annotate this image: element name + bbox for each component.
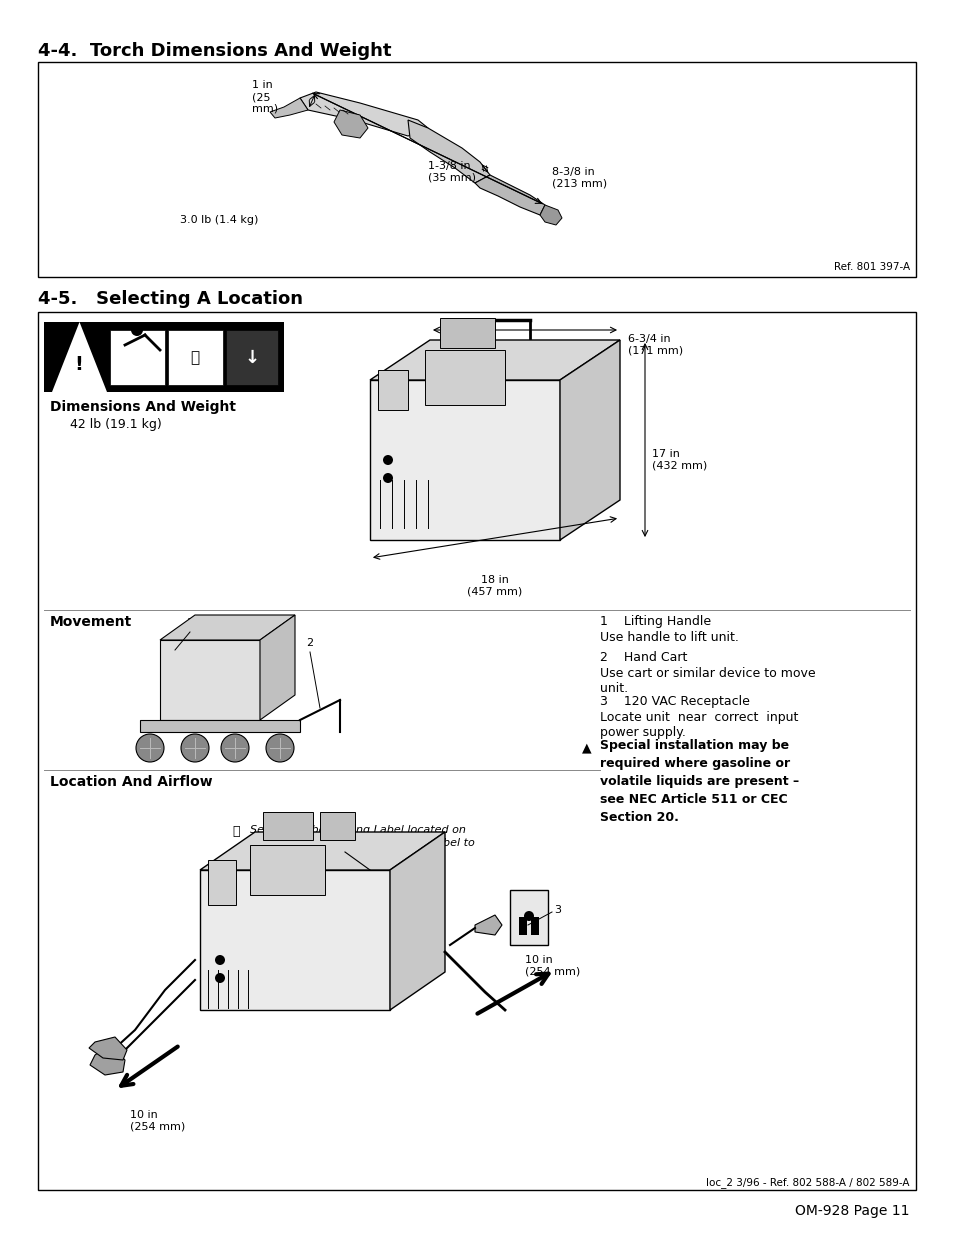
Text: Serial Number/Rating Label located on
rear panel of plasma cutter; use label to
: Serial Number/Rating Label located on re… — [250, 825, 475, 861]
Bar — [439, 317, 495, 348]
Polygon shape — [270, 98, 308, 119]
Polygon shape — [89, 1037, 127, 1060]
Text: 2: 2 — [306, 638, 314, 648]
Polygon shape — [539, 205, 561, 225]
Bar — [168, 330, 223, 385]
Polygon shape — [160, 640, 260, 720]
Text: 10 in
(254 mm): 10 in (254 mm) — [524, 955, 579, 977]
Text: Ⓢ: Ⓢ — [232, 825, 239, 839]
Text: !: ! — [74, 356, 83, 374]
Circle shape — [214, 973, 225, 983]
Text: Movement: Movement — [50, 615, 132, 629]
Circle shape — [214, 955, 225, 965]
Text: loc_2 3/96 - Ref. 802 588-A / 802 589-A: loc_2 3/96 - Ref. 802 588-A / 802 589-A — [706, 1177, 909, 1188]
Text: 8-3/8 in
(213 mm): 8-3/8 in (213 mm) — [552, 167, 606, 189]
Polygon shape — [52, 322, 107, 391]
Text: 10 in
(254 mm): 10 in (254 mm) — [130, 1110, 185, 1131]
Bar — [510, 890, 547, 945]
Text: 2    Hand Cart: 2 Hand Cart — [599, 651, 687, 664]
Polygon shape — [370, 340, 619, 380]
Bar — [226, 330, 277, 385]
Circle shape — [382, 454, 393, 466]
Circle shape — [181, 734, 209, 762]
Bar — [250, 845, 325, 895]
Circle shape — [382, 473, 393, 483]
Text: Location And Airflow: Location And Airflow — [50, 776, 213, 789]
Text: Locate unit  near  correct  input
power supply.: Locate unit near correct input power sup… — [599, 711, 798, 739]
Circle shape — [136, 734, 164, 762]
Polygon shape — [475, 915, 501, 935]
Text: 3    120 VAC Receptacle: 3 120 VAC Receptacle — [599, 695, 749, 708]
Circle shape — [523, 911, 534, 921]
Polygon shape — [475, 175, 544, 215]
Polygon shape — [140, 720, 299, 732]
Bar — [208, 860, 235, 905]
Polygon shape — [299, 91, 428, 136]
Text: 4-5.   Selecting A Location: 4-5. Selecting A Location — [38, 290, 303, 308]
Text: Use cart or similar device to move
unit.: Use cart or similar device to move unit. — [599, 667, 815, 695]
Text: 1 in
(25
mm): 1 in (25 mm) — [252, 80, 278, 114]
Circle shape — [266, 734, 294, 762]
Bar — [531, 918, 538, 935]
Bar — [377, 370, 408, 410]
Polygon shape — [200, 869, 390, 1010]
Text: 17 in
(432 mm): 17 in (432 mm) — [651, 450, 706, 471]
Polygon shape — [260, 615, 294, 720]
Text: Dimensions And Weight: Dimensions And Weight — [50, 400, 235, 414]
Bar — [38, 312, 915, 1191]
Bar — [518, 918, 526, 935]
Bar — [44, 322, 284, 391]
Text: Ref. 801 397-A: Ref. 801 397-A — [833, 262, 909, 272]
Bar — [319, 811, 355, 840]
Text: ↓: ↓ — [244, 350, 259, 367]
Polygon shape — [200, 832, 444, 869]
Bar — [263, 811, 313, 840]
Bar — [110, 330, 165, 385]
Text: OM-928 Page 11: OM-928 Page 11 — [795, 1204, 909, 1218]
Text: 4-4.  Torch Dimensions And Weight: 4-4. Torch Dimensions And Weight — [38, 42, 391, 61]
Polygon shape — [334, 110, 368, 138]
Text: 3.0 lb (1.4 kg): 3.0 lb (1.4 kg) — [180, 215, 258, 225]
Circle shape — [131, 324, 143, 336]
Text: Special installation may be
required where gasoline or
volatile liquids are pres: Special installation may be required whe… — [599, 739, 799, 824]
Text: Use handle to lift unit.: Use handle to lift unit. — [599, 631, 739, 643]
Polygon shape — [408, 120, 490, 183]
Polygon shape — [370, 380, 559, 540]
Text: 42 lb (19.1 kg): 42 lb (19.1 kg) — [70, 417, 162, 431]
Circle shape — [221, 734, 249, 762]
Text: 18 in
(457 mm): 18 in (457 mm) — [467, 576, 522, 597]
Text: 🔥: 🔥 — [191, 351, 199, 366]
Text: 3: 3 — [554, 905, 560, 915]
Bar — [424, 350, 504, 405]
Text: 1: 1 — [186, 618, 193, 629]
Bar — [38, 62, 915, 277]
Polygon shape — [559, 340, 619, 540]
Polygon shape — [160, 615, 294, 640]
Text: 6-3/4 in
(171 mm): 6-3/4 in (171 mm) — [627, 335, 682, 356]
Text: 1    Lifting Handle: 1 Lifting Handle — [599, 615, 710, 629]
Polygon shape — [390, 832, 444, 1010]
Polygon shape — [90, 1045, 125, 1074]
Text: ▲: ▲ — [581, 741, 591, 755]
Text: 1-3/8 in
(35 mm): 1-3/8 in (35 mm) — [428, 162, 476, 183]
